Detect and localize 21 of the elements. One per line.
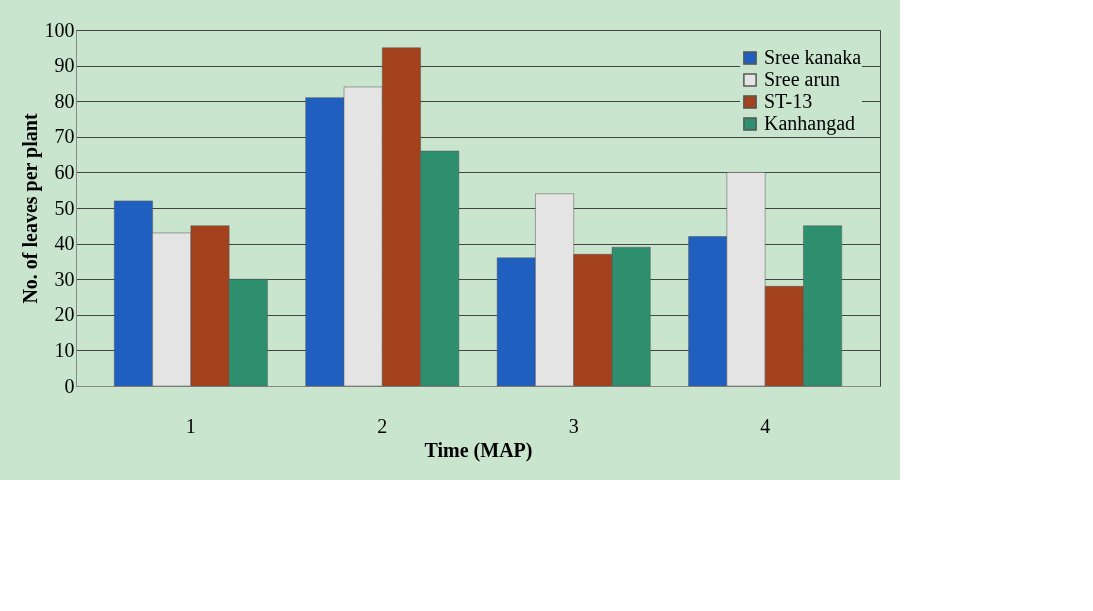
x-tick-label: 4 (760, 414, 771, 437)
y-tick-label: 70 (54, 125, 75, 148)
y-tick-label: 60 (54, 160, 75, 183)
y-tick-label: 20 (54, 303, 75, 326)
y-tick-label: 50 (54, 196, 75, 219)
x-tick-label: 2 (377, 414, 388, 437)
legend-label: Kanhangad (764, 112, 856, 135)
y-tick-label: 40 (54, 232, 75, 255)
y-tick-label: 80 (54, 89, 75, 112)
legend-label: Sree kanaka (764, 46, 862, 68)
x-tick-label: 1 (185, 414, 196, 437)
x-tick-label: 3 (568, 414, 579, 437)
x-axis-title: Time (MAP) (424, 438, 533, 462)
y-axis-title: No. of leaves per plant (18, 113, 42, 304)
y-tick-label: 10 (54, 338, 75, 361)
legend-label: Sree arun (764, 68, 841, 90)
y-tick-label: 30 (54, 267, 75, 290)
legend-label: ST-13 (764, 90, 813, 112)
y-tick-label: 100 (44, 18, 75, 41)
y-tick-label: 90 (54, 54, 75, 77)
y-tick-label: 0 (64, 374, 75, 397)
